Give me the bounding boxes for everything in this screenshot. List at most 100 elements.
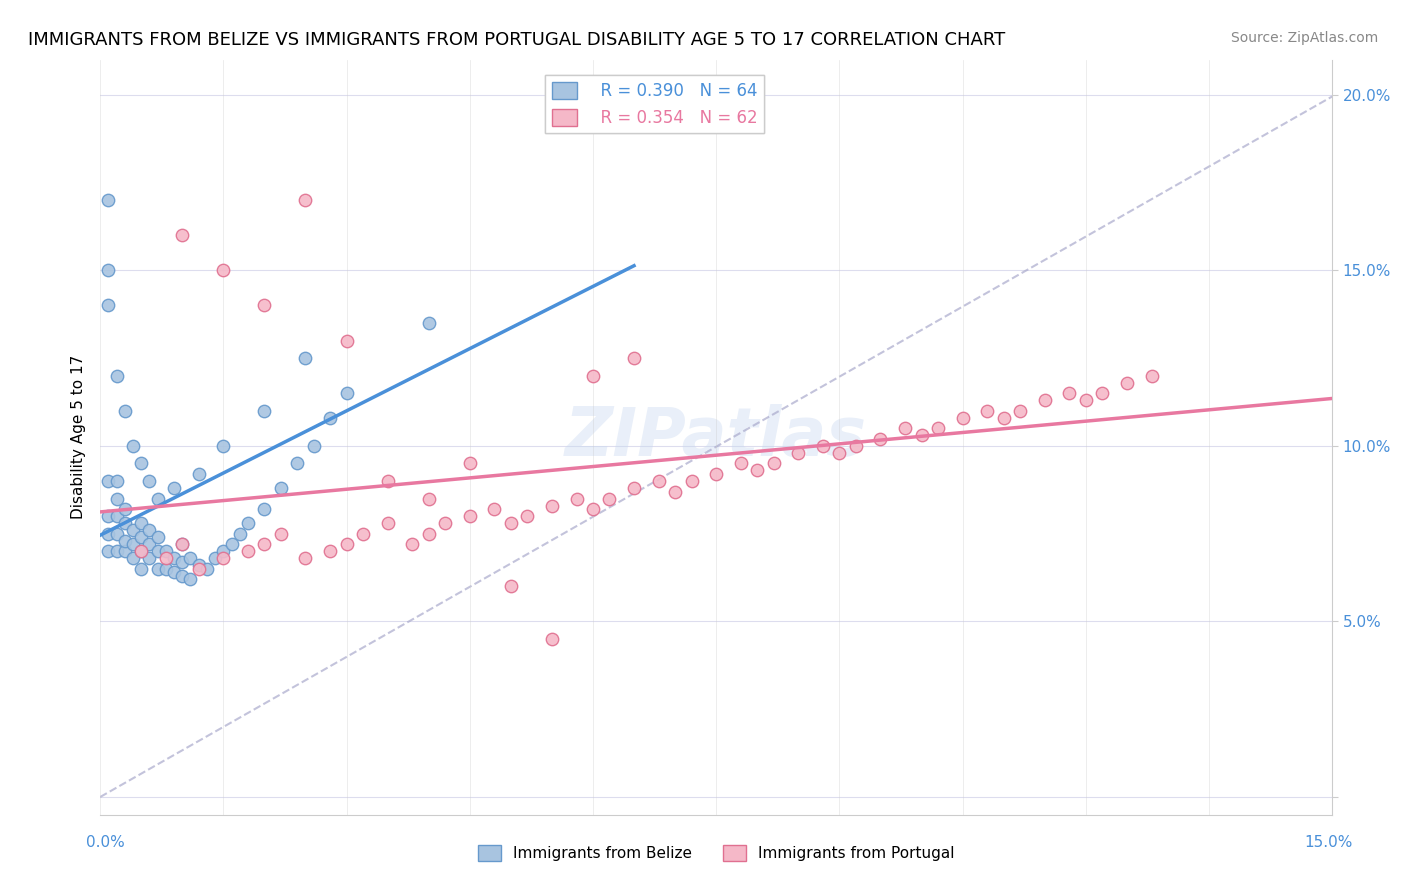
Point [845,439,868,453]
Point [565,491,588,506]
Point [114,516,136,530]
Point [105,368,128,383]
Point [97,263,120,277]
Point [172,555,194,569]
Point [910,428,932,442]
Point [294,551,316,566]
Point [97,544,120,558]
Point [664,484,686,499]
Point [1033,393,1056,408]
Point [377,516,399,530]
Point [458,509,481,524]
Point [212,439,235,453]
Point [952,410,974,425]
Point [138,537,160,551]
Point [163,566,186,580]
Point [146,491,169,506]
Point [582,368,605,383]
Point [253,537,276,551]
Point [122,523,145,537]
Point [253,403,276,417]
Point [418,526,440,541]
Point [114,403,136,417]
Point [499,579,522,593]
Point [155,551,177,566]
Point [212,551,235,566]
Point [434,516,457,530]
Point [869,432,891,446]
Point [114,544,136,558]
Point [105,544,128,558]
Point [541,632,564,646]
Point [97,193,120,207]
Point [172,537,194,551]
Text: 15.0%: 15.0% [1305,836,1353,850]
Point [122,537,145,551]
Point [927,421,949,435]
Point [155,544,177,558]
Point [294,351,316,365]
Point [146,530,169,544]
Point [105,491,128,506]
Point [138,474,160,488]
Point [319,544,342,558]
Point [418,316,440,330]
Point [187,562,209,576]
Point [236,516,259,530]
Point [1059,386,1081,401]
Point [270,526,292,541]
Point [647,474,669,488]
Point [122,439,145,453]
Point [195,562,218,576]
Point [541,499,564,513]
Point [97,509,120,524]
Point [138,551,160,566]
Point [1074,393,1097,408]
Text: Source: ZipAtlas.com: Source: ZipAtlas.com [1230,31,1378,45]
Point [129,562,152,576]
Point [114,533,136,548]
Point [105,526,128,541]
Point [122,551,145,566]
Point [787,446,810,460]
Point [187,558,209,573]
Point [179,572,201,586]
Point [1115,376,1137,390]
Point [484,502,506,516]
Point [212,544,235,558]
Point [377,474,399,488]
Point [319,410,342,425]
Point [204,551,226,566]
Point [302,439,325,453]
Point [97,474,120,488]
Point [129,516,152,530]
Point [212,263,235,277]
Point [155,562,177,576]
Point [335,334,357,348]
Point [163,551,186,566]
Point [623,351,645,365]
Point [747,463,769,477]
Point [270,481,292,495]
Point [129,544,152,558]
Point [499,516,522,530]
Point [762,457,785,471]
Point [1010,403,1032,417]
Point [582,502,605,516]
Point [418,491,440,506]
Point [458,457,481,471]
Point [172,228,194,243]
Point [352,526,374,541]
Point [1091,386,1114,401]
Point [129,530,152,544]
Point [993,410,1015,425]
Point [114,502,136,516]
Point [335,537,357,551]
Point [172,568,194,582]
Point [623,481,645,495]
Text: ZIPatlas: ZIPatlas [565,404,868,470]
Point [97,298,120,312]
Point [129,457,152,471]
Point [704,467,727,481]
Point [811,439,834,453]
